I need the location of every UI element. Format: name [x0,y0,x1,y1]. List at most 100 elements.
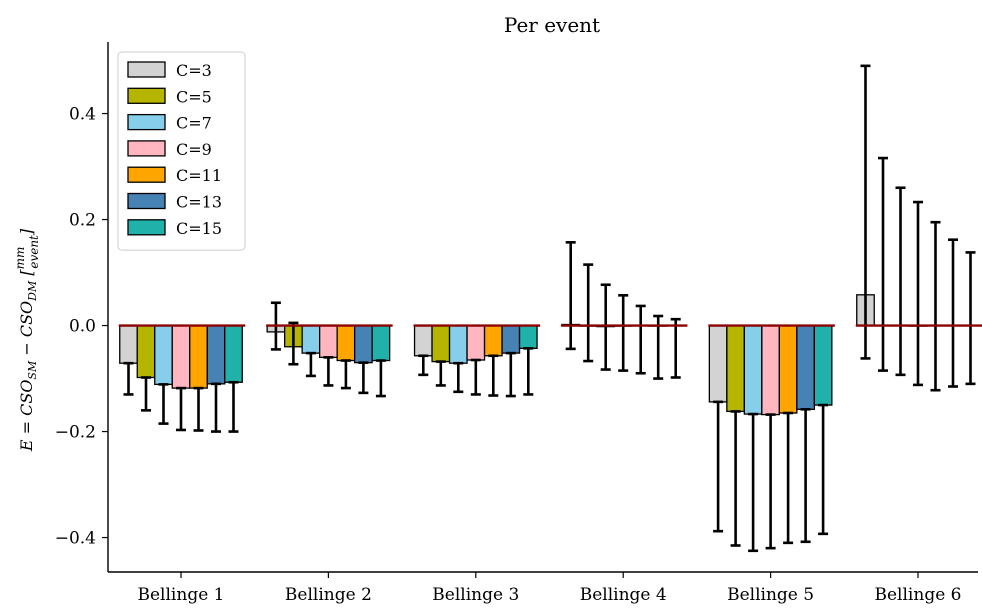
errorbar-C3-3 [565,241,576,351]
bar-C7-2 [448,324,468,364]
y-tick-label: −0.4 [55,529,96,549]
legend-item-C11: C=11 [127,166,222,185]
chart-title: Per event [504,13,600,37]
legend: C=3 C=5 C=7 C=9 C=11 C=13 C=15 [117,51,246,251]
errorbar-C15-2 [523,347,534,396]
errorbar-C5-3 [583,263,594,363]
legend-item-C13: C=13 [127,193,222,212]
y-tick-label: −0.2 [55,423,96,443]
y-axis-label-lhs: E = CSO [17,380,36,453]
legend-swatch [127,87,166,104]
bar-C11-4 [778,324,798,414]
bar-C7-0 [154,324,173,386]
legend-swatch [127,61,166,78]
x-tick-label: Bellinge 3 [432,585,519,605]
bar-C11-1 [336,324,356,362]
errorbar-C11-2 [488,354,499,397]
bar-C13-0 [206,324,226,385]
errorbar-C3-2 [418,354,429,377]
y-axis-label-unit-num: mm [13,247,27,270]
legend-label: C=13 [176,193,222,212]
bar-C7-1 [301,324,321,354]
y-tick-label: 0.0 [69,317,96,337]
y-axis-label-minus: − CSO [17,301,36,361]
bar-C3-2 [413,324,433,357]
y-axis-label-unit-den: event [27,235,41,269]
errorbar-C5-0 [141,376,151,412]
bar-C9-4 [761,324,780,416]
errorbar-C13-0 [211,382,221,433]
legend-item-C5: C=5 [127,87,212,106]
bar-C9-1 [318,324,338,358]
legend-label: C=7 [176,114,212,133]
errorbar-C5-2 [435,360,446,387]
bar-C15-1 [371,324,391,362]
legend-label: C=5 [176,87,212,106]
bar-C13-4 [796,324,815,410]
legend-label: C=15 [176,219,222,238]
bar-C15-4 [813,324,833,406]
errorbar-C3-4 [713,400,724,533]
errorbar-C7-5 [895,186,906,377]
errorbar-C15-3 [670,317,681,379]
bar-C15-2 [518,324,538,349]
errorbar-C9-5 [913,200,923,387]
errorbar-C11-1 [340,359,351,390]
bar-C9-0 [171,324,191,389]
errorbar-C7-0 [158,383,169,425]
y-axis-label: E = CSOSM − CSODM [mmevent] [13,228,41,452]
legend-swatch [127,113,166,131]
errorbar-C9-1 [323,356,334,387]
legend-item-C3: C=3 [127,61,212,80]
errorbar-C3-5 [860,64,871,360]
errorbar-C11-4 [783,411,794,545]
errorbar-C5-1 [288,321,299,366]
errorbar-C11-3 [635,304,646,375]
errorbar-C13-4 [800,407,811,544]
bar-C9-2 [466,324,486,361]
errorbar-C9-3 [618,294,629,372]
errorbar-C15-1 [375,359,386,398]
y-tick-label: 0.2 [69,211,96,231]
errorbar-C9-4 [765,413,776,550]
bar-C5-4 [726,324,745,413]
errorbar-C13-2 [505,351,516,398]
bar-C13-2 [501,324,521,354]
bar-C3-4 [708,324,728,403]
x-tick-label: Bellinge 5 [727,585,814,605]
bar-C5-0 [136,324,156,379]
bar-C5-2 [431,324,451,363]
bar-C11-2 [483,324,503,357]
y-axis-label-text: E = CSOSM − CSODM [mmevent] [13,228,41,452]
errorbar-C9-2 [470,358,481,396]
legend-item-C15: C=15 [127,219,222,238]
bar-C7-4 [743,324,763,415]
errorbar-C15-4 [818,403,829,536]
x-tick-label: Bellinge 2 [285,585,372,605]
errorbar-C5-5 [878,156,888,372]
errorbar-C13-5 [948,238,958,388]
x-tick-label: Bellinge 6 [875,585,962,605]
y-tick-label: 0.4 [69,105,96,125]
legend-label: C=9 [176,140,212,159]
bar-C11-0 [189,324,208,389]
errorbar-C7-2 [453,361,464,394]
legend-label: C=3 [176,61,212,80]
legend-swatch [127,140,166,157]
errorbar-C13-1 [358,361,369,395]
bar-C13-1 [353,324,373,364]
legend-item-C9: C=9 [127,140,212,159]
axes: −0.4 −0.2 0.0 0.2 0.4 Bellinge 1 Bellinge 2 Bel… [55,42,978,605]
x-tick-label: Bellinge 1 [138,585,225,605]
errorbar-C15-5 [965,251,976,386]
errorbar-C7-4 [748,412,759,553]
legend-item-C7: C=7 [127,113,212,133]
errorbar-C7-3 [600,283,611,371]
errorbar-C5-4 [730,410,741,547]
bar-C15-0 [224,324,243,383]
errorbar-C3-0 [123,361,134,396]
x-tick-label: Bellinge 4 [580,585,667,605]
bar-C3-0 [119,324,138,364]
plot-area [118,64,982,553]
errorbar-C11-5 [930,220,941,392]
